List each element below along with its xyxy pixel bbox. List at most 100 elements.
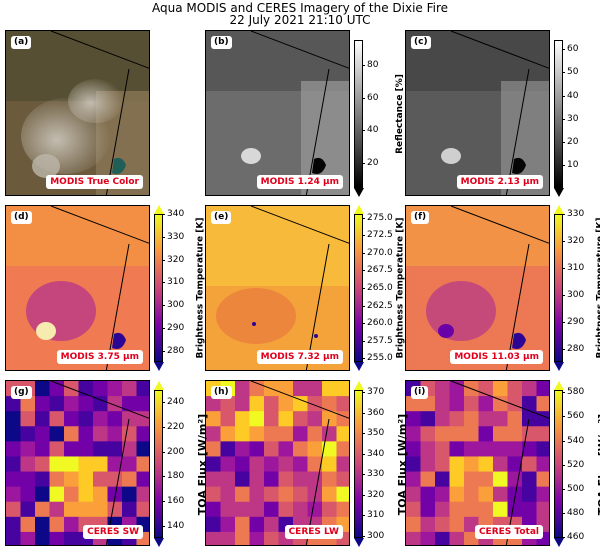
colorbar	[554, 390, 563, 538]
colorbar	[154, 390, 163, 538]
colorbar	[354, 390, 363, 538]
colorbar-tick-label: 330	[161, 231, 185, 242]
colorbar-tick-label: 340	[361, 448, 385, 459]
colorbar-tick-label: 265.0	[362, 283, 393, 293]
colorbar-tick-label: 272.5	[362, 230, 393, 241]
colorbar-max-arrow	[553, 381, 564, 390]
colorbar-tick-label: 20	[561, 136, 579, 147]
panel-tag: MODIS 7.32 μm	[256, 350, 343, 364]
panel-i-ceres-total: (i) CERES Total	[405, 380, 550, 546]
flux-grid	[406, 381, 549, 545]
colorbar-max-arrow	[153, 205, 164, 214]
panel-letter: (f)	[411, 211, 430, 224]
panel-tag: MODIS True Color	[46, 175, 143, 189]
panel-a-true-color: (a) MODIS True Color	[5, 30, 150, 196]
colorbar-tick-label: 30	[561, 113, 579, 124]
true-color-image	[6, 31, 149, 195]
colorbar-tick-label: 40	[561, 90, 579, 101]
colorbar-tick-label: 330	[561, 209, 585, 219]
colorbar-tick-label: 10	[561, 159, 579, 170]
colorbar-tick-label: 340	[161, 209, 185, 219]
panel-tag: CERES Total	[474, 525, 543, 539]
panel-b-reflectance-124: (b) MODIS 1.24 μm	[205, 30, 350, 196]
panel-tag: CERES LW	[284, 525, 343, 539]
colorbar	[554, 214, 563, 362]
colorbar-tick-label: 80	[361, 59, 379, 70]
colorbar-tick-label: 540	[561, 435, 585, 446]
colorbar-max-arrow	[553, 31, 564, 40]
colorbar-min-arrow	[353, 362, 364, 371]
flux-grid	[6, 381, 149, 545]
figure-title: Aqua MODIS and CERES Imagery of the Dixi…	[151, 1, 449, 15]
colorbar-min-arrow	[553, 188, 564, 197]
colorbar-tick-label: 160	[161, 496, 185, 506]
colorbar-label: Brightness Temperature [K]	[194, 217, 205, 359]
panel-letter: (i)	[411, 386, 429, 399]
colorbar-tick-label: 320	[361, 489, 385, 500]
colorbar-max-arrow	[353, 205, 364, 214]
colorbar-tick-label: 200	[161, 446, 185, 457]
panel-letter: (b)	[211, 36, 232, 49]
reflectance-image	[406, 31, 549, 195]
figure-subtitle: 22 July 2021 21:10 UTC	[229, 13, 371, 27]
colorbar-tick-label: 300	[361, 530, 385, 541]
colorbar-min-arrow	[153, 538, 164, 547]
panel-d-bt-375: (d) MODIS 3.75 μm	[5, 205, 150, 371]
panel-letter: (d)	[11, 211, 32, 224]
panel-tag: MODIS 11.03 μm	[450, 350, 543, 364]
panel-letter: (c)	[411, 36, 431, 49]
colorbar-tick-label: 300	[161, 300, 185, 311]
colorbar-tick-label: 60	[561, 44, 579, 55]
colorbar-tick-label: 320	[161, 254, 185, 265]
colorbar-label: TOA Flux [W/m²]	[595, 413, 600, 515]
colorbar-tick-label: 370	[361, 387, 385, 398]
colorbar	[554, 40, 563, 188]
colorbar-tick-label: 40	[361, 125, 379, 136]
colorbar-tick-label: 310	[161, 277, 185, 288]
colorbar-tick-label: 260.0	[362, 318, 393, 329]
colorbar-tick-label: 330	[361, 469, 385, 480]
colorbar-tick-label: 267.5	[362, 265, 393, 276]
flux-grid	[206, 381, 349, 545]
colorbar-tick-label: 480	[561, 507, 585, 518]
colorbar-tick-label: 180	[161, 471, 185, 482]
panel-g-ceres-sw: (g) CERES SW	[5, 380, 150, 546]
panel-c-reflectance-213: (c) MODIS 2.13 μm	[405, 30, 550, 196]
colorbar	[354, 40, 363, 188]
reflectance-image	[206, 31, 349, 195]
colorbar-tick-label: 262.5	[362, 300, 393, 311]
colorbar-tick-label: 350	[361, 428, 385, 439]
colorbar-tick-label: 255.0	[362, 353, 393, 364]
colorbar-tick-label: 290	[561, 316, 585, 327]
bt-image	[6, 206, 149, 370]
colorbar-label: Brightness Temperature [K]	[394, 217, 405, 359]
colorbar-tick-label: 20	[361, 158, 379, 169]
colorbar	[154, 214, 163, 362]
colorbar-min-arrow	[353, 538, 364, 547]
colorbar-max-arrow	[153, 381, 164, 390]
colorbar-max-arrow	[553, 205, 564, 214]
colorbar-min-arrow	[153, 362, 164, 371]
panel-h-ceres-lw: (h) CERES LW	[205, 380, 350, 546]
colorbar-tick-label: 257.5	[362, 335, 393, 346]
colorbar-tick-label: 275.0	[362, 212, 393, 223]
colorbar-tick-label: 460	[561, 531, 585, 542]
panel-tag: MODIS 1.24 μm	[256, 175, 343, 189]
colorbar-tick-label: 560	[561, 411, 585, 422]
colorbar-tick-label: 300	[561, 289, 585, 300]
colorbar-min-arrow	[553, 362, 564, 371]
colorbar-max-arrow	[353, 31, 364, 40]
colorbar-tick-label: 580	[561, 387, 585, 398]
colorbar-tick-label: 280	[561, 343, 585, 354]
colorbar-tick-label: 500	[561, 483, 585, 494]
panel-tag: CERES SW	[83, 525, 143, 539]
panel-tag: MODIS 3.75 μm	[56, 350, 143, 364]
panel-f-bt-1103: (f) MODIS 11.03 μm	[405, 205, 550, 371]
panel-letter: (g)	[11, 386, 32, 399]
colorbar-tick-label: 270.0	[362, 247, 393, 258]
colorbar-tick-label: 320	[561, 235, 585, 246]
colorbar-tick-label: 310	[561, 262, 585, 273]
colorbar-tick-label: 280	[161, 345, 185, 356]
colorbar-tick-label: 140	[161, 520, 185, 531]
colorbar-label: Reflectance [%]	[394, 74, 405, 154]
